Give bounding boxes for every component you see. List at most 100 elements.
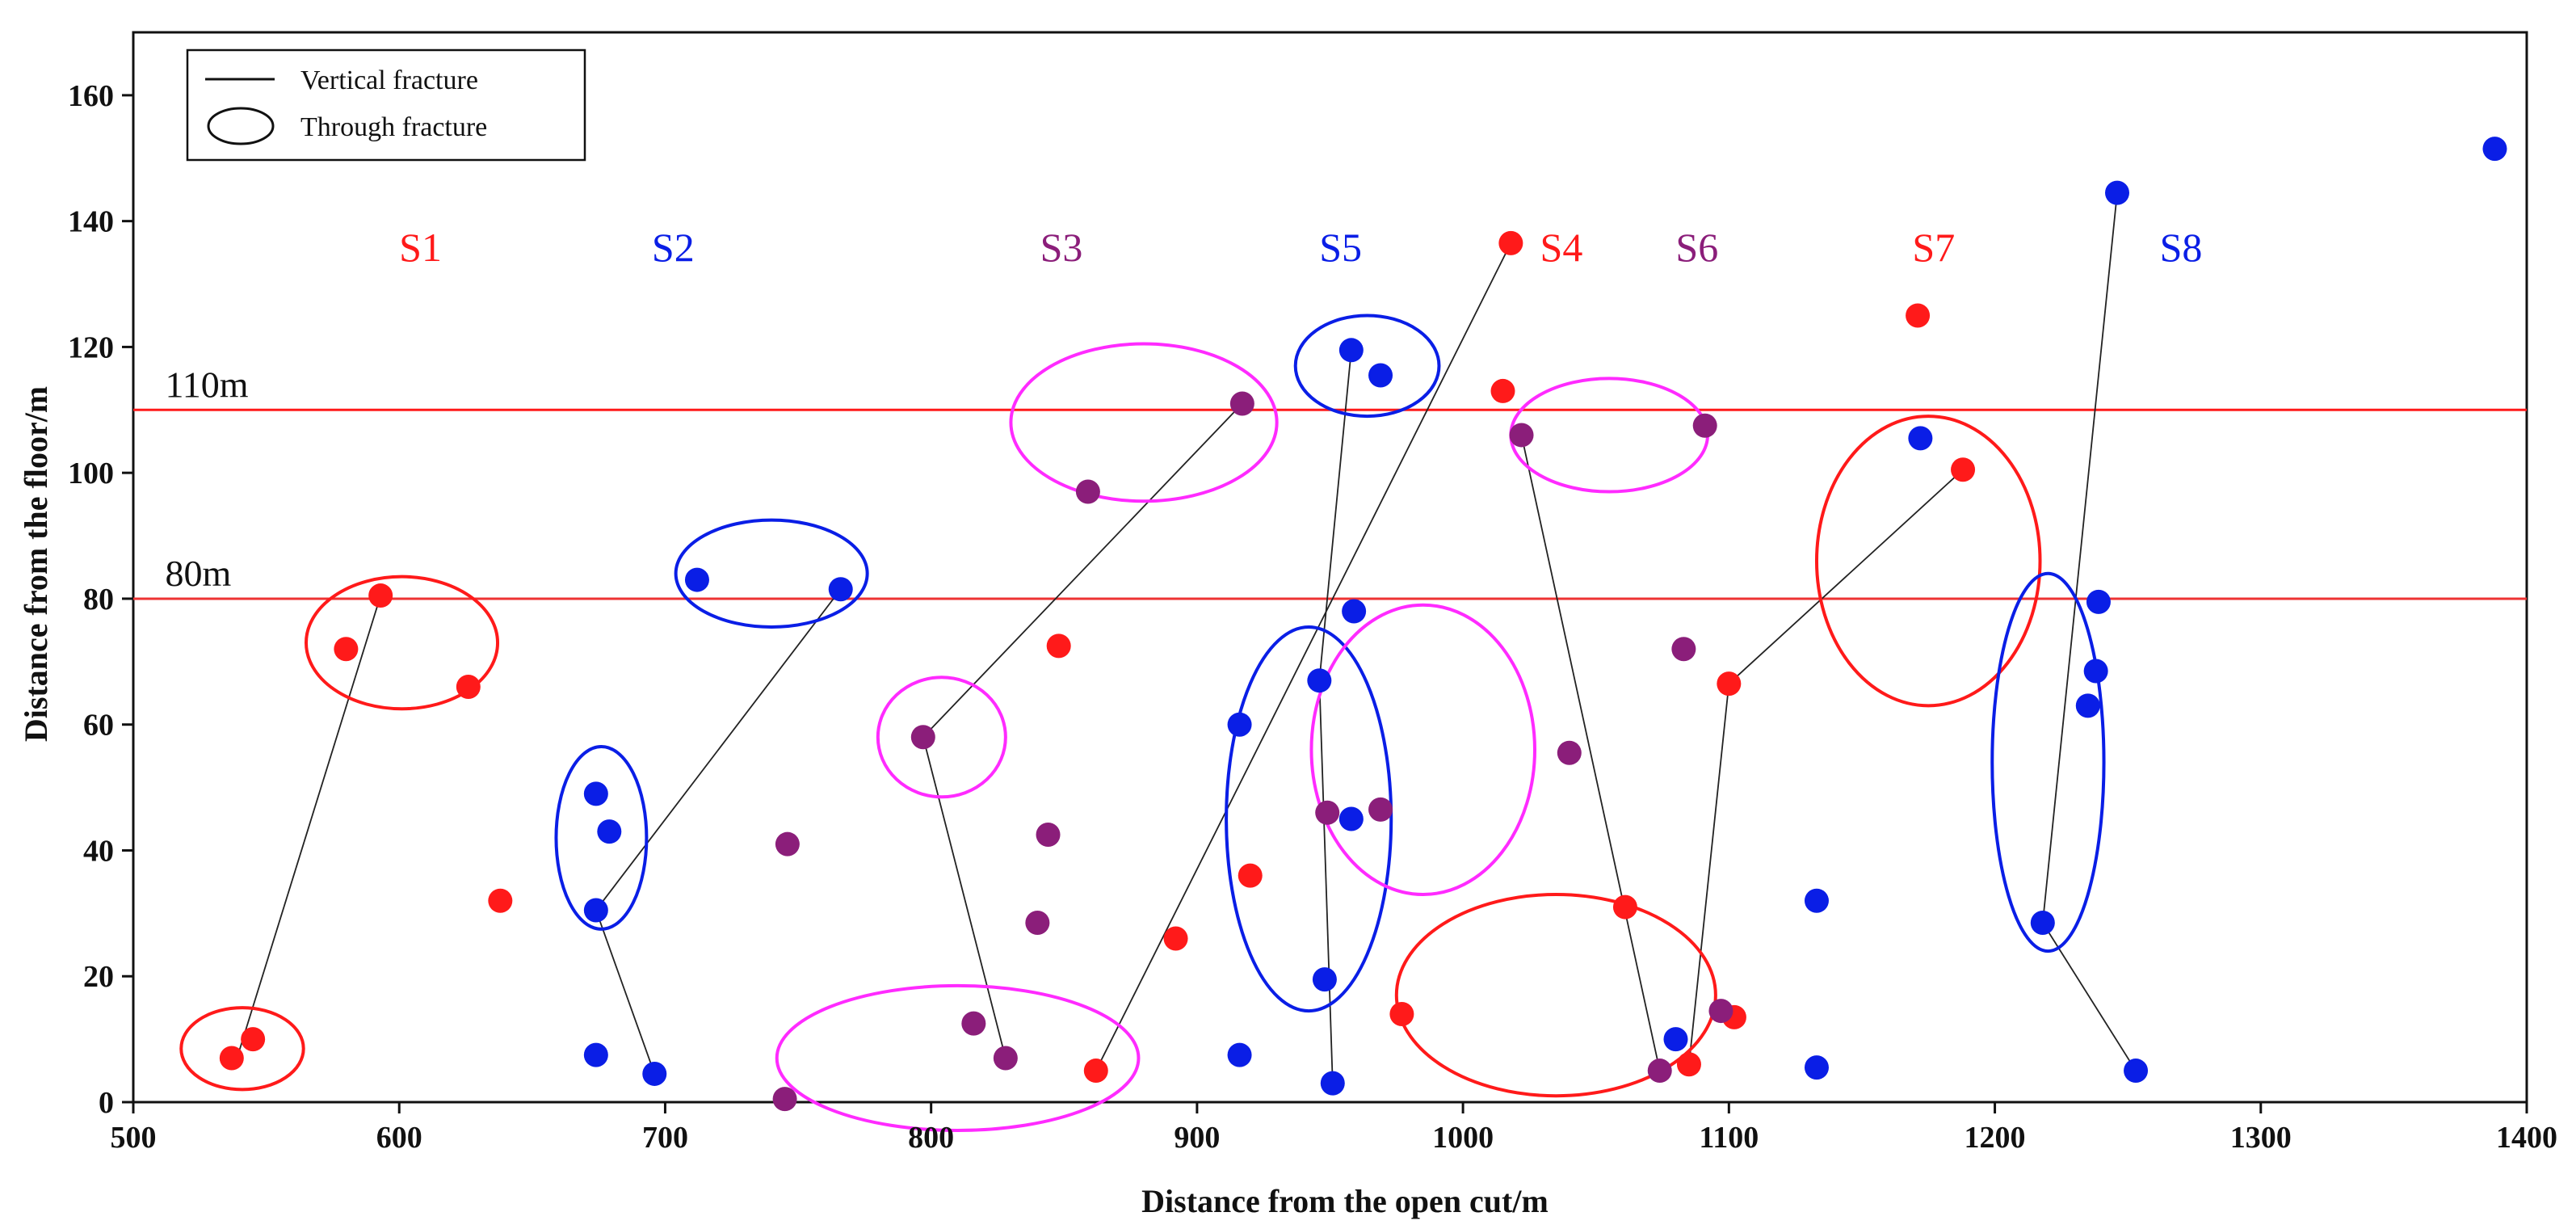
through-fracture-ellipse bbox=[876, 676, 1007, 799]
data-point-blue bbox=[1338, 806, 1364, 831]
data-point-purple bbox=[1025, 911, 1050, 936]
data-point-purple bbox=[993, 1046, 1018, 1071]
y-tick-label: 20 bbox=[83, 960, 114, 994]
data-point-red bbox=[1490, 378, 1515, 403]
vertical-fracture-line bbox=[595, 910, 656, 1075]
data-point-purple bbox=[1708, 999, 1733, 1024]
through-fracture-ellipse bbox=[1990, 571, 2106, 953]
data-point-blue bbox=[583, 781, 608, 806]
x-axis-title: Distance from the open cut/m bbox=[1141, 1183, 1549, 1219]
data-point-blue bbox=[1338, 338, 1364, 363]
sequence-label-S6: S6 bbox=[1675, 225, 1718, 270]
data-point-purple bbox=[1229, 391, 1254, 416]
data-point-purple bbox=[1692, 413, 1717, 438]
data-point-blue bbox=[1663, 1027, 1688, 1052]
vertical-fracture-line bbox=[2041, 192, 2118, 924]
data-point-red bbox=[1612, 894, 1637, 920]
data-point-red bbox=[334, 637, 359, 662]
data-point-red bbox=[1083, 1059, 1108, 1084]
vertical-fracture-line bbox=[1728, 469, 1964, 684]
reference-line-label: 80m bbox=[166, 553, 232, 594]
data-point-blue bbox=[1342, 599, 1367, 624]
reference-line-label: 110m bbox=[166, 364, 249, 405]
through-fracture-ellipse bbox=[775, 983, 1141, 1133]
data-point-blue bbox=[828, 577, 853, 602]
sequence-label-S4: S4 bbox=[1540, 225, 1583, 270]
y-tick-label: 140 bbox=[68, 205, 114, 239]
data-point-blue bbox=[2482, 137, 2507, 162]
sequence-label-S1: S1 bbox=[399, 225, 442, 270]
legend-ellipse-symbol bbox=[207, 107, 275, 145]
y-tick-label: 60 bbox=[83, 709, 114, 743]
data-point-purple bbox=[1368, 797, 1393, 822]
through-fracture-ellipse bbox=[1394, 892, 1717, 1098]
data-point-purple bbox=[1647, 1059, 1672, 1084]
data-point-purple bbox=[1075, 479, 1100, 504]
data-point-blue bbox=[583, 1042, 608, 1067]
x-tick-label: 700 bbox=[642, 1121, 688, 1155]
data-point-blue bbox=[1908, 426, 1933, 451]
x-tick-label: 1300 bbox=[2230, 1121, 2292, 1155]
data-point-purple bbox=[1671, 637, 1696, 662]
data-point-blue bbox=[2083, 659, 2108, 684]
y-tick-label: 80 bbox=[83, 583, 114, 617]
data-point-blue bbox=[1368, 363, 1393, 388]
vertical-fracture-line bbox=[595, 588, 842, 911]
sequence-label-S7: S7 bbox=[1912, 225, 1955, 270]
data-point-red bbox=[1046, 633, 1071, 659]
through-fracture-ellipse bbox=[1309, 603, 1537, 896]
through-fracture-ellipse bbox=[179, 1006, 305, 1092]
axis-ticks: 500 600 700 800 900 1000 1100 1200 1300 1400 0 20 40… bbox=[68, 79, 2557, 1155]
legend-label-vertical: Vertical fracture bbox=[300, 65, 478, 95]
vertical-fracture-line bbox=[922, 737, 1006, 1059]
y-tick-label: 0 bbox=[99, 1086, 114, 1120]
data-point-blue bbox=[597, 819, 622, 844]
legend: Vertical fracture Through fracture bbox=[186, 48, 586, 162]
vertical-fracture-line bbox=[1520, 435, 1661, 1071]
x-tick-label: 500 bbox=[111, 1121, 157, 1155]
x-tick-label: 600 bbox=[376, 1121, 422, 1155]
data-point-purple bbox=[961, 1011, 986, 1036]
through-fracture-ellipse bbox=[674, 518, 869, 629]
data-points bbox=[219, 137, 2507, 1112]
data-point-blue bbox=[583, 898, 608, 923]
data-point-blue bbox=[1227, 712, 1252, 737]
y-tick-label: 40 bbox=[83, 834, 114, 868]
data-point-red bbox=[488, 888, 513, 913]
vertical-fracture-line bbox=[922, 402, 1243, 738]
data-point-red bbox=[241, 1027, 266, 1052]
data-point-blue bbox=[1320, 1071, 1345, 1096]
legend-label-through: Through fracture bbox=[300, 112, 487, 142]
data-point-red bbox=[1498, 230, 1523, 255]
data-point-red bbox=[1238, 863, 1263, 888]
y-tick-label: 160 bbox=[68, 79, 114, 113]
x-tick-label: 1100 bbox=[1699, 1121, 1759, 1155]
data-point-purple bbox=[1557, 740, 1582, 765]
through-fracture-ellipse bbox=[1814, 415, 2042, 708]
data-point-blue bbox=[2075, 693, 2100, 718]
through-fracture-ellipse bbox=[1293, 314, 1441, 419]
data-point-red bbox=[1951, 457, 1976, 482]
sequence-labels: S1 S2 S3 S5 S4 S6 S7 S8 bbox=[399, 225, 2202, 270]
vertical-fracture-line bbox=[1318, 680, 1334, 1084]
data-point-blue bbox=[1312, 967, 1337, 992]
data-point-red bbox=[1163, 926, 1188, 951]
data-point-purple bbox=[772, 1087, 797, 1112]
sequence-label-S3: S3 bbox=[1040, 225, 1083, 270]
through-fracture-ellipse bbox=[1225, 625, 1393, 1013]
data-point-blue bbox=[1804, 888, 1829, 913]
data-point-blue bbox=[2104, 180, 2129, 205]
x-tick-label: 900 bbox=[1174, 1121, 1220, 1155]
data-point-blue bbox=[1804, 1055, 1829, 1080]
data-point-purple bbox=[1036, 823, 1061, 847]
data-point-blue bbox=[2030, 911, 2055, 936]
data-point-blue bbox=[684, 567, 709, 592]
x-tick-label: 800 bbox=[908, 1121, 954, 1155]
x-tick-label: 1400 bbox=[2496, 1121, 2557, 1155]
data-point-red bbox=[1676, 1052, 1701, 1077]
data-point-red bbox=[1389, 1001, 1414, 1026]
data-point-blue bbox=[1307, 668, 1332, 693]
data-point-blue bbox=[1227, 1042, 1252, 1067]
y-axis-title: Distance from the floor/m bbox=[18, 386, 54, 742]
